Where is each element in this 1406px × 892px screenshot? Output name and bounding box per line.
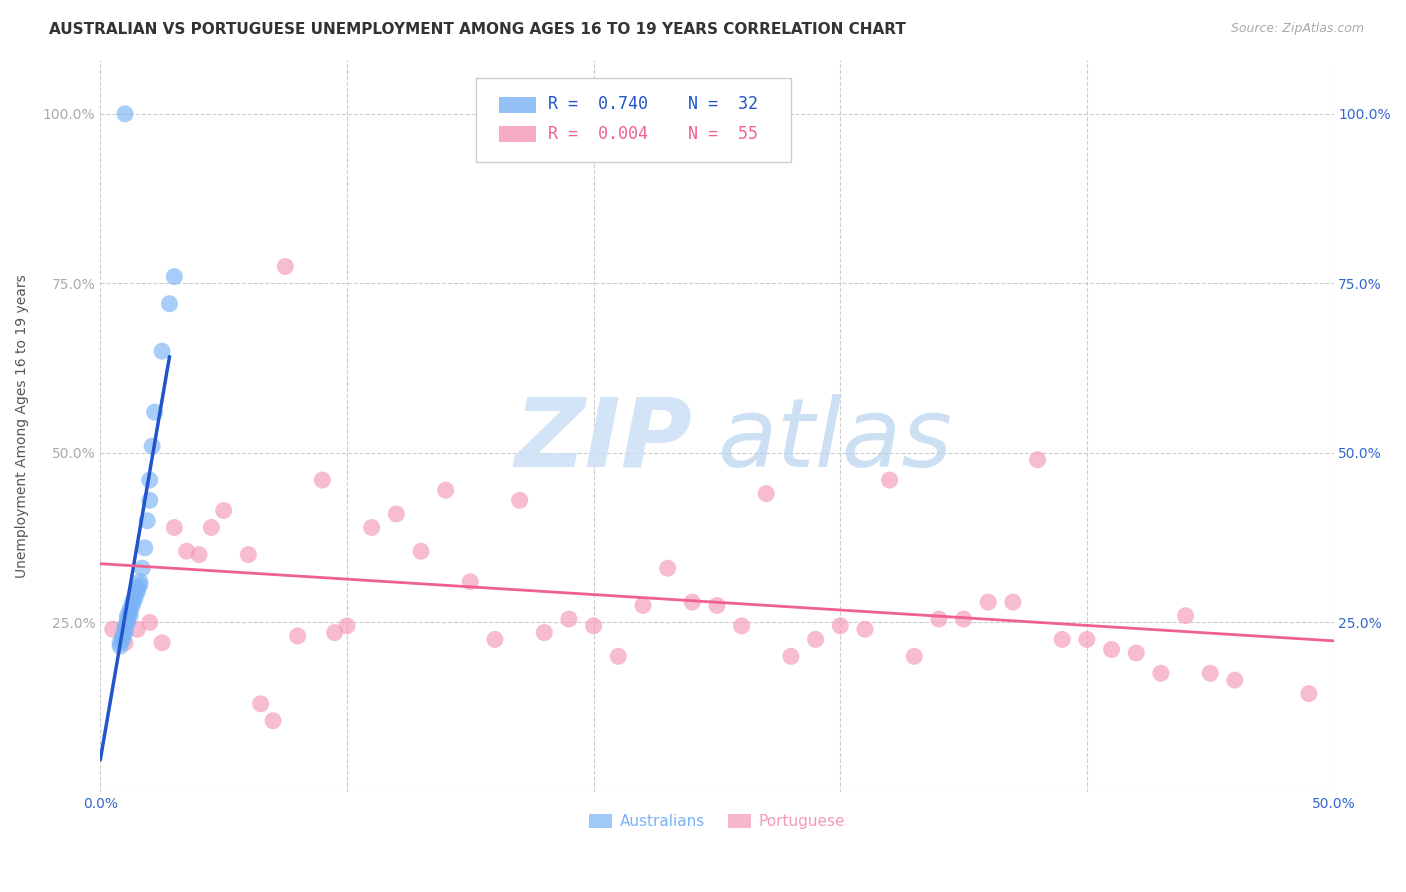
- Point: [121, 595, 143, 609]
- Point: [977, 595, 1000, 609]
- Point: [150, 344, 173, 359]
- Point: [108, 636, 131, 650]
- Point: [136, 514, 159, 528]
- Text: Source: ZipAtlas.com: Source: ZipAtlas.com: [1230, 22, 1364, 36]
- Point: [128, 578, 150, 592]
- Point: [336, 619, 359, 633]
- Point: [127, 582, 149, 596]
- Point: [127, 585, 149, 599]
- Point: [533, 625, 555, 640]
- Point: [176, 544, 198, 558]
- Point: [121, 599, 143, 613]
- Text: AUSTRALIAN VS PORTUGUESE UNEMPLOYMENT AMONG AGES 16 TO 19 YEARS CORRELATION CHAR: AUSTRALIAN VS PORTUGUESE UNEMPLOYMENT AM…: [49, 22, 905, 37]
- Point: [117, 608, 139, 623]
- Point: [1001, 595, 1024, 609]
- Point: [114, 622, 136, 636]
- Point: [730, 619, 752, 633]
- Point: [141, 439, 163, 453]
- Point: [1050, 632, 1073, 647]
- Point: [853, 622, 876, 636]
- Legend: Australians, Portuguese: Australians, Portuguese: [583, 808, 851, 836]
- Point: [131, 561, 153, 575]
- Point: [118, 608, 141, 623]
- Point: [830, 619, 852, 633]
- Point: [631, 599, 654, 613]
- Point: [143, 405, 166, 419]
- Point: [200, 520, 222, 534]
- Point: [108, 639, 131, 653]
- Point: [111, 629, 134, 643]
- Point: [928, 612, 950, 626]
- Point: [1298, 687, 1320, 701]
- Point: [804, 632, 827, 647]
- Point: [124, 588, 146, 602]
- Point: [558, 612, 581, 626]
- Point: [127, 622, 149, 636]
- Point: [360, 520, 382, 534]
- Point: [903, 649, 925, 664]
- Point: [287, 629, 309, 643]
- Text: atlas: atlas: [717, 394, 952, 487]
- Point: [114, 619, 136, 633]
- Point: [1076, 632, 1098, 647]
- Point: [706, 599, 728, 613]
- Point: [1101, 642, 1123, 657]
- Point: [323, 625, 346, 640]
- Point: [111, 632, 134, 647]
- Point: [1223, 673, 1246, 687]
- Text: ZIP: ZIP: [515, 394, 692, 487]
- Point: [117, 612, 139, 626]
- Point: [1199, 666, 1222, 681]
- Point: [249, 697, 271, 711]
- Point: [138, 615, 160, 630]
- Point: [118, 605, 141, 619]
- Point: [163, 269, 186, 284]
- FancyBboxPatch shape: [477, 78, 792, 162]
- Point: [188, 548, 211, 562]
- Point: [755, 486, 778, 500]
- Point: [114, 107, 136, 121]
- Point: [150, 636, 173, 650]
- Point: [460, 574, 482, 589]
- Point: [128, 574, 150, 589]
- Point: [138, 493, 160, 508]
- Point: [134, 541, 156, 555]
- Point: [607, 649, 630, 664]
- Text: R =  0.004    N =  55: R = 0.004 N = 55: [548, 125, 758, 143]
- Point: [409, 544, 432, 558]
- Point: [163, 520, 186, 534]
- Point: [582, 619, 605, 633]
- Point: [101, 622, 124, 636]
- Point: [138, 473, 160, 487]
- Point: [124, 591, 146, 606]
- Point: [780, 649, 803, 664]
- Point: [434, 483, 457, 498]
- Point: [509, 493, 531, 508]
- Point: [117, 615, 139, 630]
- Point: [657, 561, 679, 575]
- Point: [311, 473, 333, 487]
- Point: [118, 602, 141, 616]
- FancyBboxPatch shape: [499, 127, 536, 143]
- Point: [1174, 608, 1197, 623]
- Point: [385, 507, 408, 521]
- Point: [1125, 646, 1147, 660]
- Point: [681, 595, 703, 609]
- Point: [274, 260, 297, 274]
- Y-axis label: Unemployment Among Ages 16 to 19 years: Unemployment Among Ages 16 to 19 years: [15, 274, 30, 578]
- Point: [212, 503, 235, 517]
- Point: [238, 548, 260, 562]
- FancyBboxPatch shape: [499, 97, 536, 113]
- Point: [159, 296, 181, 310]
- Point: [484, 632, 506, 647]
- Point: [1150, 666, 1173, 681]
- Point: [1026, 452, 1049, 467]
- Point: [114, 636, 136, 650]
- Text: R =  0.740    N =  32: R = 0.740 N = 32: [548, 95, 758, 113]
- Point: [262, 714, 284, 728]
- Point: [114, 625, 136, 640]
- Point: [952, 612, 974, 626]
- Point: [879, 473, 901, 487]
